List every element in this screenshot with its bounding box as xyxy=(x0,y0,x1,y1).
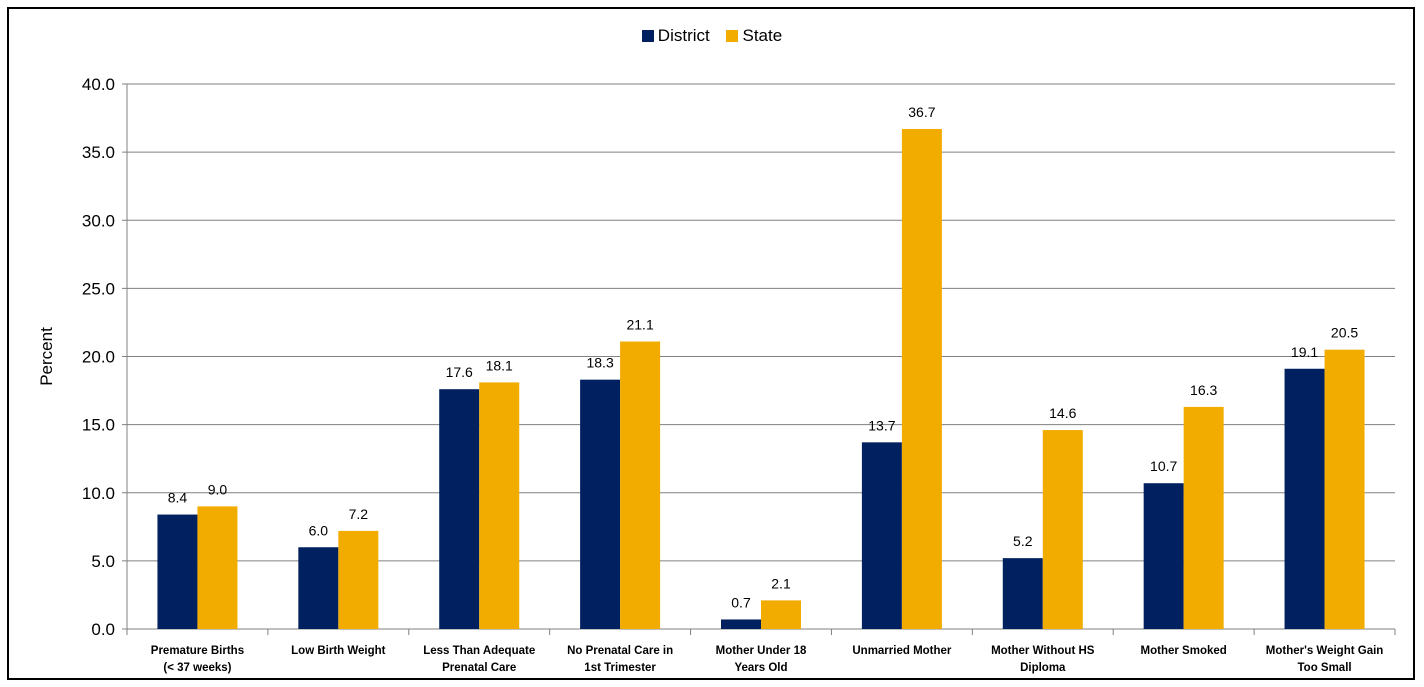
data-label-state: 9.0 xyxy=(208,481,228,497)
legend: District State xyxy=(0,26,1424,47)
y-tick-label: 10.0 xyxy=(82,484,115,503)
y-tick-label: 5.0 xyxy=(91,552,115,571)
x-tick-label: Unmarried Mother xyxy=(852,645,952,657)
bar-state xyxy=(901,128,942,629)
data-label-district: 18.3 xyxy=(586,355,613,371)
legend-label-district: District xyxy=(657,26,710,45)
bar-state xyxy=(338,530,379,629)
y-tick-label: 35.0 xyxy=(82,143,115,162)
data-label-district: 8.4 xyxy=(168,490,188,506)
bar-state xyxy=(197,506,238,629)
data-label-district: 6.0 xyxy=(309,522,329,538)
y-tick-label: 30.0 xyxy=(82,211,115,230)
bar-district xyxy=(439,389,480,629)
data-label-district: 13.7 xyxy=(868,417,895,433)
bar-state xyxy=(761,600,801,629)
bar-district xyxy=(157,514,198,629)
legend-item-state: State xyxy=(726,26,782,46)
y-tick-label: 0.0 xyxy=(91,620,115,639)
x-tick-label: Premature Births xyxy=(151,645,244,657)
bar-district xyxy=(298,547,339,629)
x-tick-label: Mother's Weight Gain xyxy=(1266,645,1384,657)
data-label-district: 19.1 xyxy=(1291,344,1318,360)
x-tick-label: No Prenatal Care in xyxy=(567,645,673,657)
bar-state xyxy=(1324,349,1365,629)
data-label-district: 17.6 xyxy=(446,364,473,380)
legend-label-state: State xyxy=(742,26,783,45)
y-tick-label: 20.0 xyxy=(82,348,115,367)
legend-item-district: District xyxy=(641,26,710,46)
x-tick-label: Low Birth Weight xyxy=(291,645,386,657)
bar-state xyxy=(1183,406,1224,629)
x-tick-label: 1st Trimester xyxy=(584,662,656,674)
data-label-state: 18.1 xyxy=(486,357,513,373)
x-tick-label: Mother Under 18 xyxy=(716,645,807,657)
data-label-district: 10.7 xyxy=(1150,458,1177,474)
x-tick-label: Too Small xyxy=(1298,662,1352,674)
y-tick-label: 15.0 xyxy=(82,416,115,435)
bar-state xyxy=(620,341,661,629)
bar-district xyxy=(580,379,621,629)
data-label-state: 14.6 xyxy=(1049,405,1076,421)
bar-district xyxy=(1284,368,1325,629)
bar-district xyxy=(721,619,761,629)
y-axis-title: Percent xyxy=(37,327,56,386)
data-label-state: 7.2 xyxy=(349,506,369,522)
x-tick-label: Diploma xyxy=(1020,662,1066,674)
y-tick-label: 40.0 xyxy=(82,75,115,94)
data-label-state: 2.1 xyxy=(771,575,791,591)
x-tick-label: Mother Smoked xyxy=(1141,645,1227,657)
bar-state xyxy=(479,382,520,629)
x-tick-label: Mother Without HS xyxy=(991,645,1095,657)
legend-swatch-state xyxy=(726,30,739,42)
data-label-state: 20.5 xyxy=(1331,325,1358,341)
x-tick-label: Years Old xyxy=(734,662,787,674)
bar-state xyxy=(1042,430,1083,629)
x-tick-label: Less Than Adequate xyxy=(423,645,535,657)
data-label-district: 5.2 xyxy=(1013,533,1033,549)
data-label-district: 0.7 xyxy=(731,594,751,610)
x-tick-label: Prenatal Care xyxy=(442,662,516,674)
bar-district xyxy=(1143,483,1184,629)
data-label-state: 36.7 xyxy=(908,104,935,120)
bar-district xyxy=(1002,558,1043,629)
x-tick-label: (< 37 weeks) xyxy=(163,662,231,674)
bar-district xyxy=(861,442,902,629)
y-tick-label: 25.0 xyxy=(82,279,115,298)
data-label-state: 16.3 xyxy=(1190,382,1217,398)
data-label-state: 21.1 xyxy=(626,317,653,333)
legend-swatch-district xyxy=(641,30,654,42)
